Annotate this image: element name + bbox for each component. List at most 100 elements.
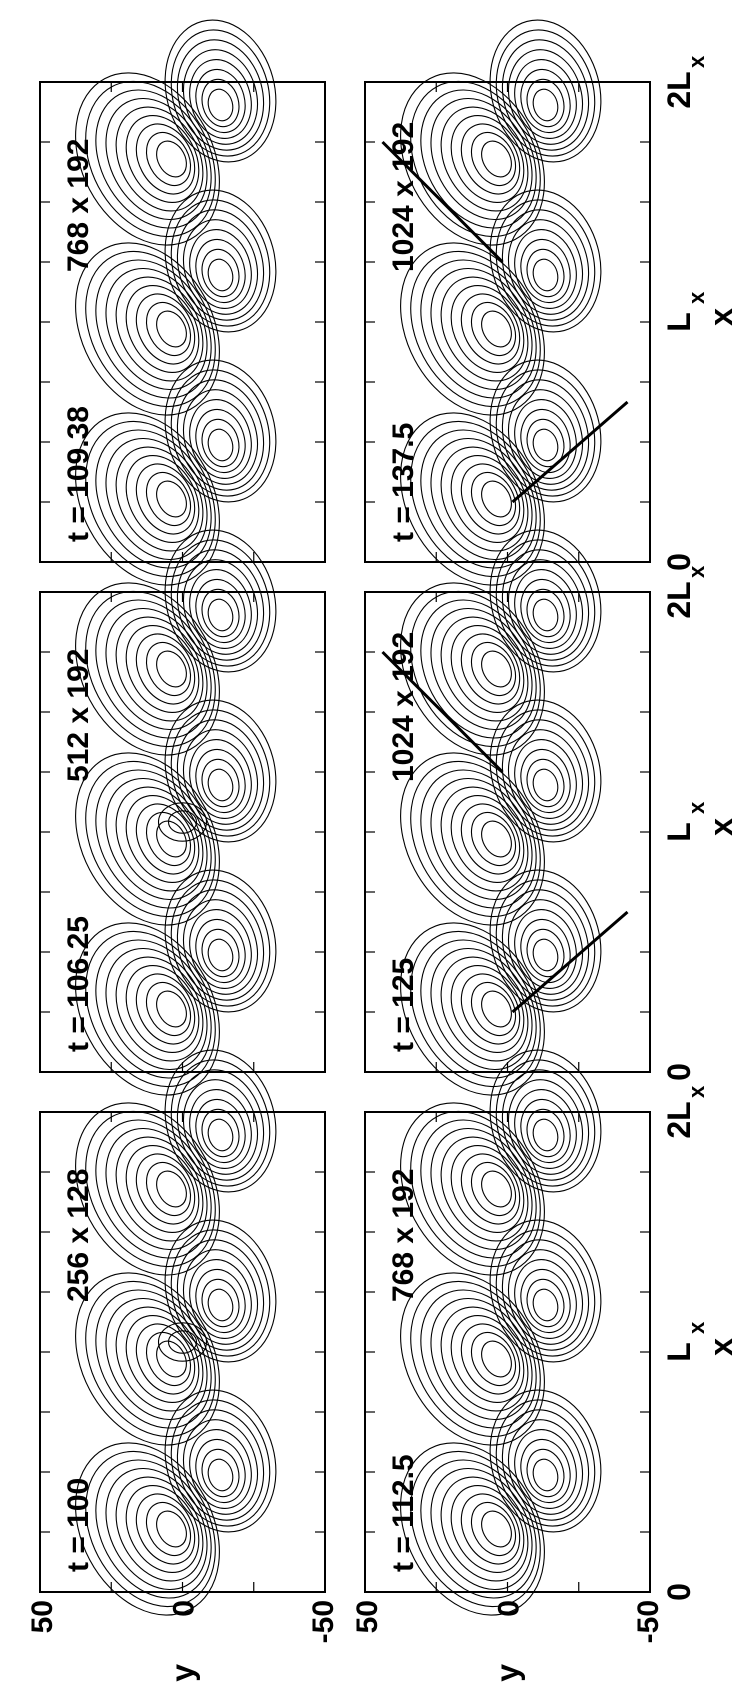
contour-line	[460, 463, 521, 535]
contour-line	[501, 39, 590, 151]
contour-line	[207, 938, 234, 972]
contour-line	[440, 1306, 529, 1412]
contour-line	[532, 768, 559, 802]
contour-line	[470, 1332, 517, 1386]
time-label: t = 137.5	[387, 423, 420, 542]
contour-line	[481, 1170, 512, 1208]
contour-line	[189, 229, 252, 309]
contour-line	[75, 1272, 220, 1446]
contour-line	[520, 68, 571, 134]
contour-line	[105, 947, 208, 1071]
contour-line	[481, 650, 512, 688]
contour-line	[514, 739, 577, 819]
contour-line	[183, 729, 258, 825]
contour-line	[85, 80, 216, 238]
contour-line	[164, 1219, 277, 1363]
contour-line	[195, 1098, 246, 1164]
contour-line	[460, 1153, 521, 1225]
y-tick-label: 50	[351, 1600, 384, 1633]
current-sheet	[511, 910, 629, 1014]
contour-line	[430, 947, 533, 1071]
contour-line	[189, 59, 252, 139]
contour-line	[183, 899, 258, 995]
contour-line	[420, 769, 537, 909]
contour-line	[195, 918, 246, 984]
contour-line	[176, 719, 265, 831]
contour-line	[195, 238, 246, 304]
contour-line	[189, 569, 252, 649]
contour-line	[85, 250, 216, 408]
contour-line	[145, 302, 192, 356]
contour-line	[105, 777, 208, 901]
contour-line	[514, 59, 577, 139]
contour-line	[489, 359, 602, 503]
contour-line	[105, 97, 208, 221]
grid-resolution-label: 768 x 192	[62, 139, 95, 272]
contour-lines	[75, 1049, 277, 1616]
contour-line	[170, 29, 271, 157]
contour-line	[489, 699, 602, 843]
current-sheet	[381, 650, 504, 774]
contour-line	[156, 140, 187, 178]
contour-line	[125, 1484, 200, 1574]
contour-line	[410, 930, 541, 1088]
contour-line	[115, 956, 204, 1062]
contour-line	[400, 582, 545, 756]
contour-line	[105, 437, 208, 561]
x-tick-subscript: x	[684, 1085, 709, 1098]
contour-line	[495, 1059, 596, 1187]
contour-line	[170, 1399, 271, 1527]
contour-line	[460, 803, 521, 875]
contour-line	[170, 1059, 271, 1187]
x-tick-label: 2L	[661, 71, 697, 108]
contour-line	[532, 88, 559, 122]
x-tick-subscript: x	[684, 801, 709, 814]
contour-line	[195, 748, 246, 814]
contour-line	[207, 598, 234, 632]
x-tick-label: L	[661, 312, 697, 332]
contour-line	[176, 1409, 265, 1521]
contour-line	[450, 624, 525, 714]
contour-line	[125, 794, 200, 884]
contour-line	[105, 607, 208, 731]
x-tick-label: 0	[661, 1063, 697, 1081]
contour-line	[125, 284, 200, 374]
contour-line	[207, 428, 234, 462]
contour-line	[156, 990, 187, 1028]
contour-line	[176, 1239, 265, 1351]
contour-line	[410, 420, 541, 578]
contour-line	[495, 1229, 596, 1357]
contour-line	[156, 650, 187, 688]
contour-line	[526, 78, 565, 128]
contour-line	[115, 446, 204, 552]
contour-line	[189, 739, 252, 819]
contour-line	[470, 302, 517, 356]
contour-line	[532, 1118, 559, 1152]
contour-line	[430, 97, 533, 221]
contour-line	[440, 446, 529, 552]
contour-line	[135, 1153, 196, 1225]
contour-line	[207, 1288, 234, 1322]
contour-line	[440, 616, 529, 722]
contour-line	[145, 1502, 192, 1556]
contour-line	[105, 1467, 208, 1591]
contour-line	[164, 699, 277, 843]
y-tick-label: -50	[307, 1600, 340, 1643]
contour-line	[508, 899, 583, 995]
x-axis-label: x	[703, 1338, 739, 1356]
contour-line	[470, 132, 517, 186]
contour-line	[400, 72, 545, 246]
x-axis-label: x	[703, 308, 739, 326]
contour-line	[526, 758, 565, 808]
y-tick-label: 50	[26, 1600, 59, 1633]
contour-line	[460, 123, 521, 195]
contour-line	[420, 259, 537, 399]
contour-line	[508, 1079, 583, 1175]
time-label: t = 112.5	[387, 1454, 420, 1572]
contour-line	[201, 928, 240, 978]
panel-r1c3: t = 109.38 768 x 192	[39, 19, 326, 586]
contour-line	[532, 428, 559, 462]
contour-line	[207, 768, 234, 802]
contour-line	[440, 786, 529, 892]
